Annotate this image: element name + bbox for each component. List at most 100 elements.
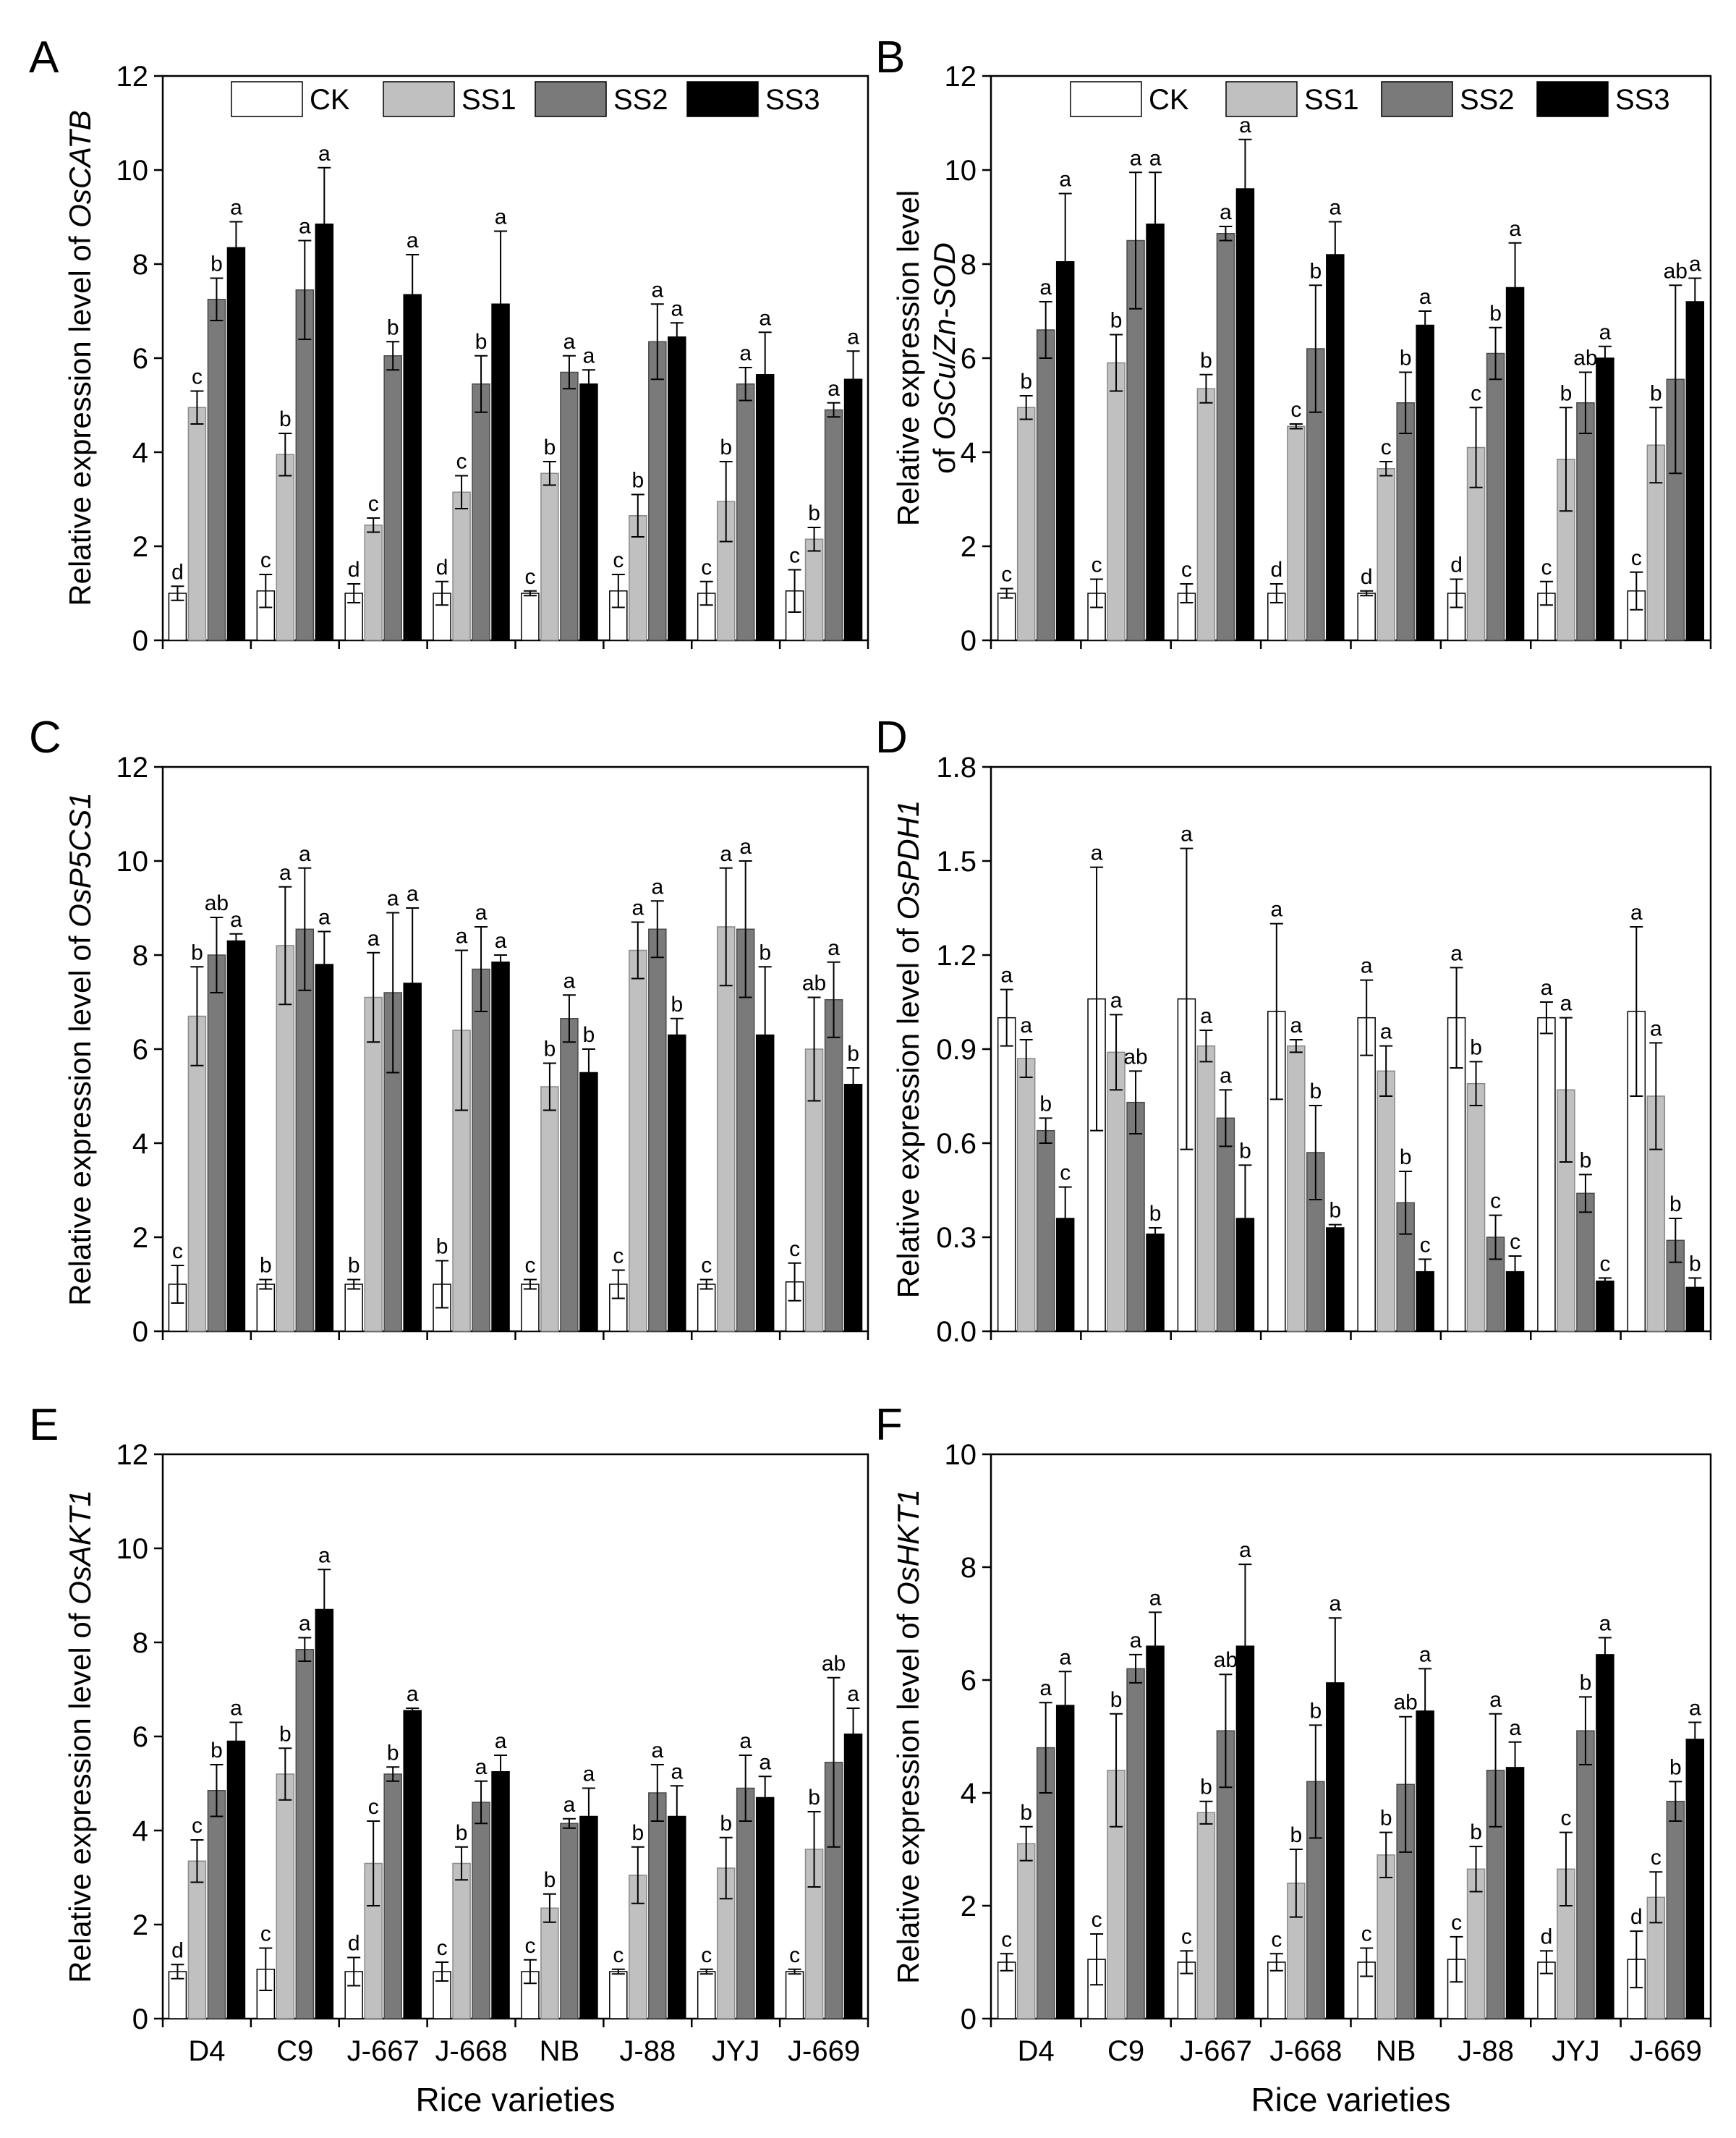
significance-letter: a — [563, 330, 576, 354]
x-tick-label: J-668 — [1269, 2035, 1342, 2067]
bar-ss2 — [824, 999, 843, 1332]
bar-ck — [256, 1284, 276, 1332]
bar-ss2 — [207, 1790, 226, 2019]
significance-letter: c — [789, 1943, 800, 1967]
bar-ck — [1357, 593, 1376, 641]
significance-letter: c — [613, 1244, 624, 1268]
significance-letter: b — [1650, 381, 1662, 405]
bar-ss3 — [403, 294, 422, 641]
panel-c: C 0 2 4 6 8 10 12 Relative expression level of O… — [29, 713, 869, 1348]
x-tick-label: J-667 — [347, 2035, 420, 2067]
y-tick-label: 2 — [961, 1891, 977, 1922]
legend-swatch-ss2 — [535, 81, 607, 117]
significance-letter: c — [456, 450, 467, 474]
significance-letter: ab — [822, 1652, 846, 1676]
significance-letter: b — [1400, 1145, 1412, 1169]
significance-letter: b — [1689, 1252, 1701, 1276]
bar-ss1 — [1107, 1051, 1126, 1332]
bar-ss1 — [187, 1015, 207, 1332]
panel-e: E 0 2 4 6 8 10 12 D4 C9 J-667 J-668 NB J-88 JYJ J-669 Ri… — [29, 1400, 869, 2118]
bar-ss2 — [1036, 329, 1055, 641]
y-tick-label: 0.0 — [936, 1316, 977, 1348]
bar-ss2 — [1576, 402, 1595, 641]
significance-letter: b — [1309, 1699, 1322, 1723]
bar-ss3 — [226, 940, 246, 1332]
bar-ss2 — [560, 1018, 579, 1332]
significance-letter: a — [407, 882, 419, 906]
bar-ss2 — [648, 928, 667, 1332]
bar-ss3 — [1146, 224, 1165, 641]
significance-letter: c — [368, 1795, 379, 1819]
bar-ss2 — [1666, 1239, 1685, 1332]
bar-ss1 — [629, 949, 647, 1332]
significance-letter: a — [739, 1729, 752, 1753]
bar-ck — [1537, 1017, 1556, 1332]
panel-b: B 0 2 4 6 8 10 12 Relative expression level of Os… — [875, 33, 1712, 657]
significance-letter: b — [1560, 381, 1573, 405]
significance-letter: b — [544, 436, 556, 459]
significance-letter: c — [1092, 1908, 1102, 1932]
y-tick-label: 0.9 — [936, 1034, 977, 1066]
bar-ss1 — [364, 996, 383, 1332]
x-tick-label: J-88 — [1458, 2035, 1514, 2067]
significance-letter: a — [1599, 1612, 1612, 1636]
significance-letter: b — [348, 1254, 360, 1278]
significance-letter: a — [563, 969, 576, 993]
significance-letter: a — [1290, 1014, 1302, 1038]
panel-a: A 0 2 4 6 8 10 12 Relative expression level of O… — [29, 33, 869, 657]
significance-letter: a — [387, 887, 399, 911]
significance-letter: a — [1149, 1586, 1162, 1610]
y-tick-label: 4 — [961, 1778, 977, 1810]
bar-ss3 — [755, 374, 775, 641]
significance-letter: ab — [1394, 1691, 1418, 1715]
significance-letter: d — [1450, 553, 1463, 577]
significance-letter: a — [739, 342, 752, 365]
y-axis-title: Relative expression level of OsHKT1 — [891, 1489, 925, 1984]
bar-ss2 — [560, 1823, 579, 2019]
y-tick-label: 0.6 — [936, 1128, 977, 1160]
significance-letter: a — [299, 842, 311, 866]
y-tick-label: 6 — [132, 1034, 148, 1066]
bar-ss1 — [276, 1773, 295, 2019]
y-tick-label: 0 — [961, 2003, 977, 2035]
significance-letter: a — [1020, 1014, 1032, 1038]
bar-ck — [344, 1284, 363, 1332]
significance-letter: b — [1669, 1755, 1682, 1779]
bar-ss2 — [207, 299, 226, 641]
significance-letter: a — [407, 229, 419, 253]
significance-letter: b — [544, 1868, 556, 1892]
legend-label-ss2: SS2 — [613, 84, 668, 116]
bar-ss3 — [755, 1796, 775, 2019]
significance-letter: a — [230, 908, 242, 932]
bar-ss3 — [1596, 1654, 1614, 2019]
significance-letter: c — [192, 365, 203, 389]
significance-letter: a — [456, 925, 468, 949]
bar-ss3 — [1235, 188, 1255, 641]
bar-ss2 — [648, 341, 667, 641]
y-tick-label: 10 — [945, 155, 977, 187]
panel-label: E — [29, 1400, 59, 1450]
y-axis-title: Relative expression level of OsPDH1 — [891, 800, 925, 1299]
significance-letter: b — [475, 330, 488, 354]
y-axis-title: Relative expression level of OsP5CS1 — [63, 792, 97, 1306]
y-tick-label: 8 — [132, 249, 148, 281]
significance-letter: a — [1689, 1697, 1701, 1721]
y-tick-label: 12 — [116, 752, 149, 784]
significance-letter: a — [759, 1750, 771, 1774]
significance-letter: c — [437, 1936, 448, 1960]
bar-ss1 — [1016, 407, 1036, 641]
significance-letter: c — [613, 1943, 624, 1967]
bar-ss1 — [1287, 1045, 1306, 1332]
y-tick-label: 0 — [132, 625, 148, 657]
bar-ss2 — [1126, 1101, 1145, 1332]
significance-letter: b — [759, 941, 771, 964]
bar-ss1 — [1557, 1089, 1575, 1332]
y-axis-title-line1: Relative expression level — [891, 190, 925, 527]
significance-letter: c — [1001, 1927, 1012, 1951]
y-tick-label: 0 — [961, 625, 977, 657]
panel-label: C — [29, 713, 61, 763]
significance-letter: a — [1220, 200, 1232, 224]
bar-ss2 — [1036, 1129, 1055, 1332]
x-axis-title: Rice varieties — [1251, 2081, 1450, 2118]
bar-ck — [697, 1971, 716, 2019]
